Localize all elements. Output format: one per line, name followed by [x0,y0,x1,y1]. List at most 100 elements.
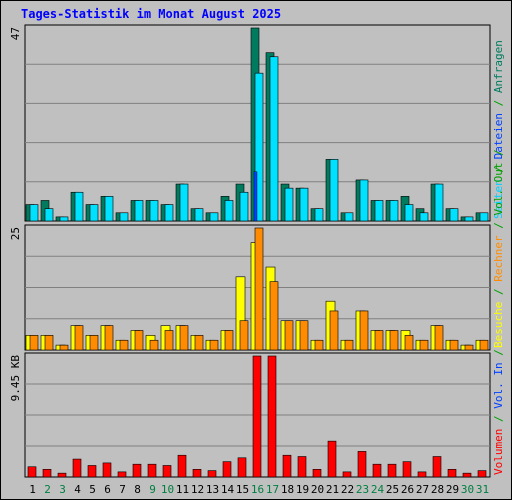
bar-volumen [477,470,487,478]
bar-dateien [329,159,339,222]
right-label-part: Vol. In [492,362,505,408]
bar-volumen [192,469,202,478]
bar-volumen [162,465,172,478]
bar-seiten [253,171,258,222]
right-label-part: Rechner [492,235,505,282]
bar-volumen [312,469,322,478]
bar-dateien [59,216,69,222]
y-max-label-middle: 25 [9,227,22,240]
bar-dateien [254,72,264,222]
x-tick-label: 19 [296,483,309,496]
bar-dateien [344,212,354,222]
bar-volumen [57,472,67,478]
bar-volumen [447,469,457,478]
bar-dateien [134,200,144,222]
chart-title: Tages-Statistik im Monat August 2025 [21,7,282,21]
bar-volumen [177,454,187,478]
bar-volumen [372,463,382,478]
right-label-part: Vol. Out [492,163,505,216]
bar-rechner [134,330,144,351]
right-label-bottom: Volumen / Vol. In / [492,349,505,475]
bar-dateien [389,200,399,222]
bar-dateien [239,191,249,222]
bar-rechner [179,325,189,351]
bar-rechner [314,339,324,351]
bar-rechner [464,344,474,351]
bar-volumen [147,463,157,478]
x-tick-label: 28 [431,483,444,496]
right-label-part: Volumen [492,429,505,475]
bar-rechner [449,339,459,351]
bar-rechner [149,339,159,351]
bar-rechner [89,335,99,351]
bar-rechner [389,330,399,351]
bar-volumen [237,457,247,478]
bar-dateien [104,196,114,222]
bar-rechner [284,320,294,351]
bar-rechner [434,325,444,351]
bar-dateien [314,208,324,222]
bar-dateien [44,208,54,222]
bar-volumen [417,471,427,478]
x-tick-label: 4 [74,483,81,496]
bar-volumen [387,463,397,478]
bar-rechner [254,227,264,351]
bar-dateien [29,204,39,222]
bar-volumen [72,458,82,478]
x-tick-label: 20 [311,483,324,496]
x-tick-label: 1 [29,483,36,496]
x-tick-label: 22 [341,483,354,496]
bar-rechner [104,325,114,351]
y-max-label-top: 47 [9,27,22,40]
bar-rechner [59,344,69,351]
bar-rechner [164,330,174,351]
x-tick-label: 3 [59,483,66,496]
bar-volumen [207,470,217,478]
bar-dateien [404,204,414,222]
bar-dateien [359,179,369,222]
bar-volumen [402,461,412,478]
right-label-part: / [492,149,505,162]
x-tick-label: 13 [206,483,219,496]
bar-volumen [357,451,367,478]
right-label-part: / [492,409,505,429]
bar-volumen [222,461,232,478]
bar-dateien [224,200,234,222]
bar-rechner [344,339,354,351]
bar-rechner [299,320,309,351]
x-tick-label: 17 [266,483,279,496]
x-tick-label: 16 [251,483,264,496]
x-tick-label: 6 [104,483,111,496]
right-label-part: Dateien [492,113,505,159]
bar-dateien [449,208,459,222]
bar-dateien [89,204,99,222]
bar-rechner [194,335,204,351]
bar-volumen [117,471,127,478]
right-label-part: Besuche [492,302,505,348]
bar-rechner [74,325,84,351]
bar-volumen [282,454,292,478]
bar-volumen [252,355,262,478]
bar-rechner [29,335,39,351]
bar-dateien [74,191,84,222]
bar-dateien [194,208,204,222]
bar-volumen [342,471,352,478]
bar-rechner [329,310,339,351]
right-label-top: Seiten / Dateien / Anfragen [492,40,505,219]
right-label-part: Anfragen [492,40,505,93]
right-label-part: / [492,282,505,302]
bar-volumen [87,465,97,478]
right-label-part: / [492,216,505,236]
x-tick-label: 15 [236,483,249,496]
right-label-part: / [492,93,505,113]
x-tick-label: 18 [281,483,294,496]
bar-rechner [374,330,384,351]
bar-dateien [149,200,159,222]
x-tick-label: 12 [191,483,204,496]
right-label-part: / [492,349,505,362]
x-tick-label: 24 [371,483,385,496]
bar-rechner [419,339,429,351]
bar-volumen [132,463,142,478]
bar-rechner [119,339,129,351]
